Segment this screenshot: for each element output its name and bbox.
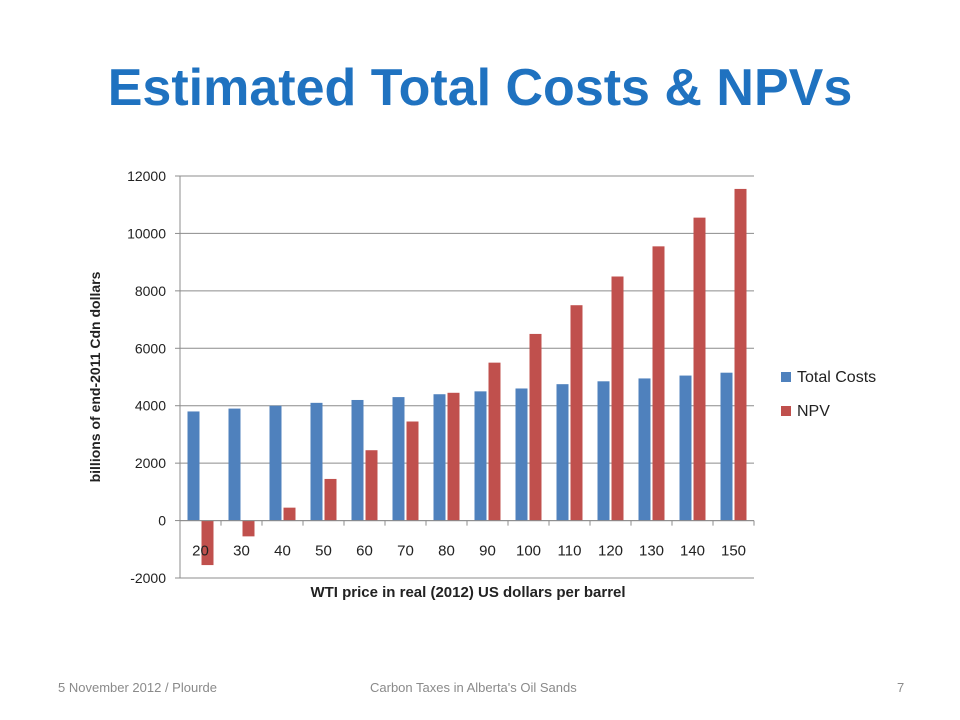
x-tick-label: 60	[356, 543, 373, 560]
x-tick-label: 100	[516, 543, 541, 560]
bar-total-costs-110	[556, 384, 569, 521]
x-tick-label: 110	[558, 543, 582, 560]
y-tick-label: 10000	[127, 225, 166, 241]
bar-npv-50	[324, 478, 337, 521]
footer-date-author: 5 November 2012 / Plourde	[58, 680, 217, 695]
legend-swatch-npv	[781, 406, 791, 416]
bar-npv-100	[529, 333, 542, 521]
x-tick-label: 20	[192, 543, 209, 560]
bar-total-costs-80	[433, 394, 446, 521]
bar-total-costs-70	[392, 397, 405, 521]
bar-total-costs-60	[351, 399, 364, 521]
x-tick-label: 120	[598, 543, 623, 560]
bar-npv-80	[447, 392, 460, 521]
bar-total-costs-100	[515, 388, 528, 521]
y-tick-label: 8000	[135, 283, 166, 299]
y-tick-label: 4000	[135, 398, 166, 414]
x-tick-label: 30	[233, 543, 250, 560]
bar-npv-130	[652, 246, 665, 521]
x-tick-label: 70	[397, 543, 414, 560]
bars	[187, 188, 747, 566]
legend: Total Costs NPV	[781, 369, 876, 420]
bar-total-costs-140	[679, 375, 692, 521]
bar-npv-140	[693, 217, 706, 521]
bar-total-costs-20	[187, 411, 200, 521]
x-tick-label: 140	[680, 543, 705, 560]
y-tick-label: 0	[158, 513, 166, 529]
bar-total-costs-50	[310, 402, 323, 521]
bar-npv-30	[242, 520, 255, 537]
bar-total-costs-150	[720, 372, 733, 521]
axes	[175, 175, 755, 579]
bar-total-costs-130	[638, 378, 651, 521]
legend-swatch-total-costs	[781, 372, 791, 382]
y-axis-label: billions of end-2011 Cdn dollars	[87, 271, 103, 482]
slide-title: Estimated Total Costs & NPVs	[107, 59, 853, 117]
bar-total-costs-90	[474, 391, 487, 521]
x-tick-label: 150	[721, 543, 746, 560]
y-tick-label: 12000	[127, 168, 166, 184]
y-tick-label: -2000	[130, 570, 166, 586]
x-tick-label: 40	[274, 543, 291, 560]
legend-label: Total Costs	[797, 369, 876, 386]
bar-npv-20	[201, 520, 214, 566]
bar-total-costs-40	[269, 405, 282, 521]
gridlines	[180, 175, 754, 579]
footer-page-number: 7	[897, 680, 905, 695]
bar-total-costs-120	[597, 381, 610, 521]
y-tick-label: 6000	[135, 340, 166, 356]
bar-total-costs-30	[228, 408, 241, 521]
bar-npv-40	[283, 507, 296, 521]
bar-npv-60	[365, 450, 378, 521]
bar-chart: -2000 0 2000 4000 6000 8000 10000 12000 20 30 40 50…	[87, 168, 876, 601]
tick-labels: -2000 0 2000 4000 6000 8000 10000 12000 20 30 40 50…	[127, 168, 746, 586]
x-tick-label: 80	[438, 543, 455, 560]
footer-presentation-title: Carbon Taxes in Alberta's Oil Sands	[370, 680, 577, 695]
bar-npv-150	[734, 188, 747, 521]
bar-npv-70	[406, 421, 419, 521]
y-tick-label: 2000	[135, 455, 166, 471]
x-axis-label: WTI price in real (2012) US dollars per …	[310, 584, 625, 601]
bar-npv-110	[570, 305, 583, 521]
bar-npv-120	[611, 276, 624, 521]
x-tick-label: 90	[479, 543, 496, 560]
bar-npv-90	[488, 362, 501, 521]
x-tick-label: 50	[315, 543, 332, 560]
x-tick-label: 130	[639, 543, 664, 560]
legend-label: NPV	[797, 403, 830, 420]
